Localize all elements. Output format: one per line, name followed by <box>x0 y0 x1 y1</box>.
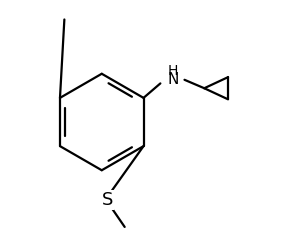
Text: N: N <box>167 72 178 87</box>
Text: S: S <box>102 191 113 209</box>
Text: H: H <box>168 64 178 78</box>
